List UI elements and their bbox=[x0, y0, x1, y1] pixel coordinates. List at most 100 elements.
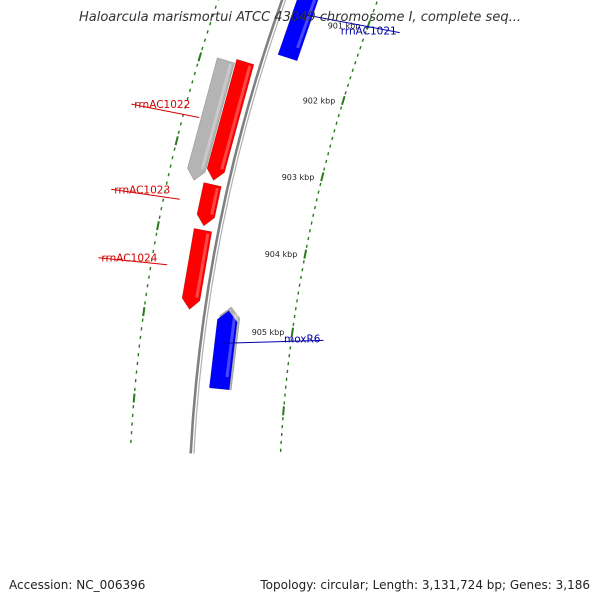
outer-scale-tick bbox=[146, 284, 149, 288]
inner-scale-tick bbox=[313, 205, 316, 210]
inner-scale-tick bbox=[325, 159, 328, 164]
outer-scale-tick bbox=[149, 266, 152, 271]
outer-scale-tick bbox=[132, 393, 136, 403]
outer-scale-tick bbox=[150, 258, 153, 262]
accession-label: Accession: NC_006396 bbox=[9, 578, 146, 592]
inner-scale-tick bbox=[297, 291, 300, 295]
inner-scale-tick bbox=[302, 260, 305, 264]
inner-scale-tick bbox=[323, 167, 326, 171]
inner-scale-tick bbox=[282, 406, 285, 416]
inner-scale-tick bbox=[344, 91, 347, 95]
inner-scale-tick bbox=[335, 121, 338, 125]
backbone-line bbox=[189, 0, 284, 454]
outer-scale-tick bbox=[167, 172, 170, 177]
gene-label-leader bbox=[300, 13, 400, 34]
outer-scale-tick bbox=[203, 38, 207, 43]
tick-label: 903 kbp bbox=[282, 173, 315, 182]
rrnAC1022-gray bbox=[187, 57, 235, 181]
gene-label: rrnAC1023 bbox=[114, 184, 170, 196]
outer-scale-tick bbox=[214, 5, 217, 9]
inner-scale-tick bbox=[356, 53, 359, 57]
backbone-inner-line bbox=[193, 0, 287, 454]
inner-scale-tick bbox=[312, 213, 315, 218]
inner-scale-tick bbox=[290, 327, 294, 337]
outer-scale-tick bbox=[158, 215, 161, 219]
rrnAC1023-gene bbox=[196, 182, 222, 227]
gene-label: rrnAC1021 bbox=[341, 26, 397, 38]
inner-scale-tick bbox=[329, 144, 332, 148]
inner-scale-tick bbox=[349, 76, 352, 80]
inner-scale-tick bbox=[305, 244, 308, 249]
tick-label: 902 kbp bbox=[303, 97, 336, 106]
outer-scale-tick bbox=[188, 88, 192, 92]
gene-label-leader bbox=[98, 257, 168, 266]
rrnAC1024-gene bbox=[181, 228, 213, 310]
genome-summary: Topology: circular; Length: 3,131,724 bp… bbox=[260, 578, 590, 592]
inner-scale-tick bbox=[296, 299, 298, 303]
inner-scale-tick bbox=[307, 236, 310, 241]
gene-label: rrnAC1024 bbox=[101, 253, 157, 265]
outer-scale-tick bbox=[171, 155, 174, 160]
outer-scale-tick bbox=[197, 52, 203, 62]
outer-scale-tick bbox=[142, 306, 146, 317]
rrnAC1022-gray-highlight bbox=[200, 63, 232, 170]
inner-scale-tick bbox=[303, 249, 308, 259]
inner-scale-tick bbox=[351, 68, 354, 73]
map-title: Haloarcula marismortui ATCC 43049 chromo… bbox=[79, 10, 521, 25]
inner-scale-tick bbox=[320, 172, 325, 182]
gene-label-leader bbox=[222, 339, 324, 344]
outer-scale-tick bbox=[163, 189, 166, 194]
tick-label: 905 kbp bbox=[252, 328, 285, 337]
inner-scale-tick bbox=[317, 190, 320, 194]
gene-label-leader bbox=[111, 188, 180, 200]
outer-scale-tick bbox=[184, 105, 187, 109]
gene-label: moxR6 bbox=[284, 333, 321, 345]
outer-scale-tick bbox=[191, 80, 194, 84]
outer-scale-tick bbox=[174, 136, 179, 146]
outer-scale-tick bbox=[156, 221, 160, 231]
outer-scale-tick bbox=[155, 232, 158, 236]
inner-scale-tick bbox=[339, 106, 343, 110]
rrnAC1024-gene-highlight bbox=[195, 233, 210, 298]
rrnAC1022-gene-highlight bbox=[220, 65, 252, 170]
inner-scale-tick bbox=[354, 60, 357, 65]
outer-scale-tick bbox=[193, 71, 196, 76]
inner-scale-tick bbox=[292, 322, 295, 327]
outer-scale-tick bbox=[211, 13, 215, 18]
inner-scale-tick bbox=[315, 198, 318, 202]
outer-scale-tick bbox=[209, 21, 212, 26]
outer-scale-tick bbox=[162, 198, 165, 202]
inner-scale-tick bbox=[319, 182, 322, 187]
outer-scale-tick bbox=[160, 206, 163, 211]
inner-scale-tick bbox=[359, 45, 362, 50]
inner-scale-tick bbox=[300, 275, 302, 280]
tick-label: 904 kbp bbox=[265, 250, 298, 259]
gene-label-leader bbox=[131, 103, 200, 118]
inner-scale-tick bbox=[372, 8, 375, 13]
outer-scale-tick bbox=[186, 96, 189, 101]
inner-scale-tick bbox=[346, 83, 350, 88]
inner-scale-tick bbox=[333, 129, 336, 133]
outer-scale-tick bbox=[152, 249, 155, 254]
inner-scale-tick bbox=[361, 38, 365, 43]
inner-scale-tick bbox=[327, 152, 330, 156]
moxR6-gene bbox=[208, 310, 238, 391]
outer-scale-tick bbox=[179, 122, 182, 126]
outer-scale-tick bbox=[177, 130, 180, 135]
inner-scale-tick bbox=[369, 16, 373, 20]
inner-scale-tick bbox=[364, 31, 367, 35]
inner-scale-tick bbox=[310, 221, 313, 225]
moxR6-gene-highlight bbox=[225, 314, 237, 378]
outer-scale-tick bbox=[169, 164, 172, 168]
outer-scale-tick bbox=[145, 292, 148, 297]
inner-scale-tick bbox=[301, 267, 304, 272]
inner-scale-tick bbox=[375, 1, 378, 5]
inner-scale-tick bbox=[331, 136, 334, 141]
gene-label: rrnAC1022 bbox=[134, 99, 190, 111]
outer-scale-tick bbox=[206, 30, 209, 34]
inner-scale-tick bbox=[337, 113, 340, 118]
outer-scale-tick bbox=[201, 46, 204, 51]
rrnAC1021-gene-highlight bbox=[296, 0, 317, 49]
